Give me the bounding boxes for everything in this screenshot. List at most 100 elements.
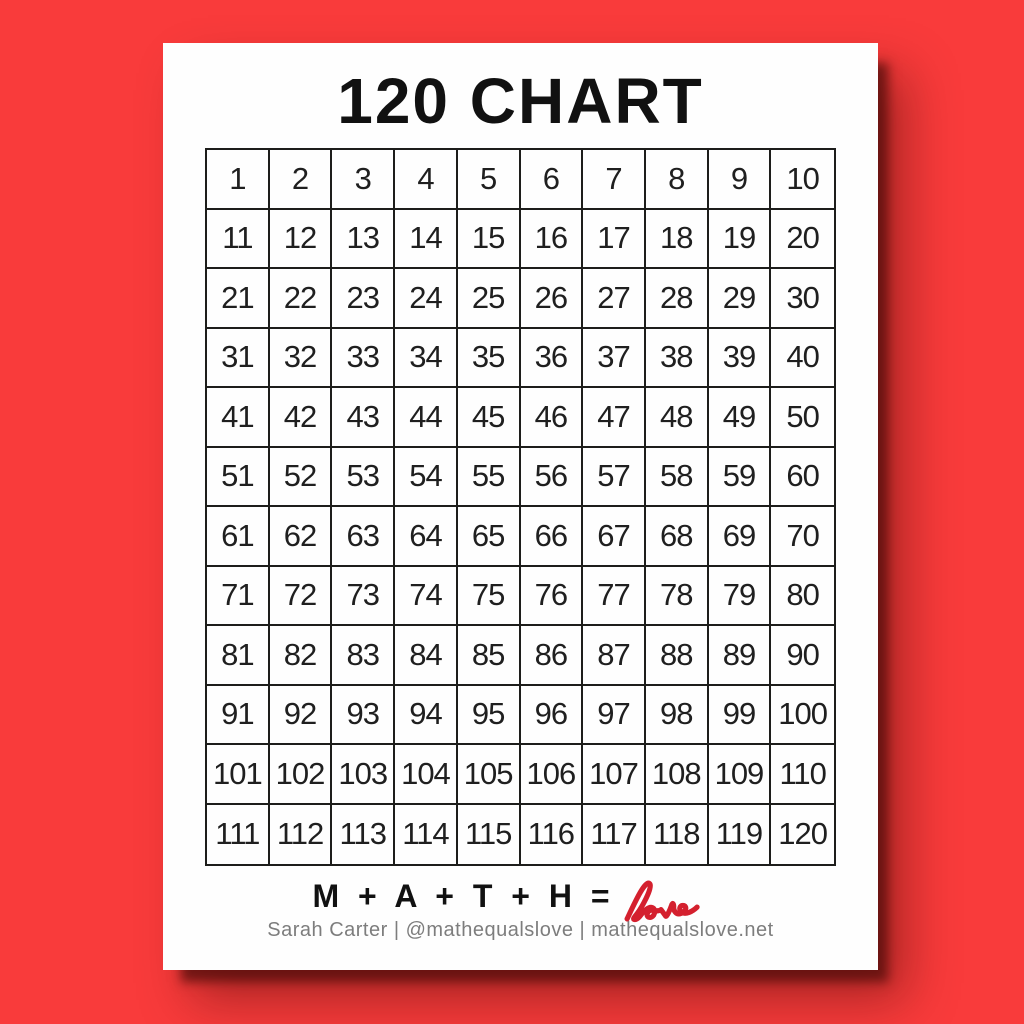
- page-title: 120 CHART: [337, 65, 704, 137]
- grid-cell: 94: [395, 685, 458, 745]
- grid-cell: 57: [583, 447, 646, 507]
- grid-cell: 65: [457, 507, 521, 567]
- grid-cell: 49: [708, 388, 772, 448]
- grid-cell: 17: [583, 209, 646, 269]
- footer: M + A + T + H = Sarah Carter | @mathequa…: [163, 871, 878, 942]
- grid-cell: 79: [708, 566, 772, 626]
- grid-cell: 28: [645, 269, 709, 329]
- love-script-word: [624, 880, 700, 923]
- grid-cell: 27: [583, 269, 646, 329]
- grid-cell: 107: [583, 745, 646, 805]
- grid-cell: 69: [708, 507, 772, 567]
- grid-cell: 26: [520, 269, 584, 329]
- grid-cell: 115: [458, 804, 521, 864]
- grid-cell: 13: [332, 209, 396, 269]
- grid-cell: 89: [708, 626, 772, 686]
- grid-cell: 91: [207, 685, 270, 745]
- grid-cell: 110: [771, 745, 834, 805]
- grid-cell: 34: [395, 328, 458, 388]
- grid-cell: 9: [708, 150, 772, 210]
- grid-cell: 66: [520, 507, 584, 567]
- grid-cell: 14: [395, 209, 458, 269]
- grid-cell: 114: [395, 804, 458, 864]
- worksheet-page: 120 CHART 1 2 3 4 5 6 7 8 9 10 11 12 13 14 15 16 17 18 19 2…: [163, 43, 878, 970]
- grid-cell: 53: [332, 447, 396, 507]
- grid-cell: 92: [269, 685, 333, 745]
- grid-cell: 29: [708, 269, 772, 329]
- grid-cell: 111: [207, 804, 270, 864]
- grid-cell: 50: [771, 388, 834, 448]
- grid-cell: 81: [207, 626, 270, 686]
- grid-cell: 22: [269, 269, 333, 329]
- grid-cell: 48: [645, 388, 709, 448]
- grid-cell: 31: [207, 328, 270, 388]
- grid-cell: 105: [457, 745, 521, 805]
- grid-cell: 36: [520, 328, 584, 388]
- attribution-line: Sarah Carter | @mathequalslove | mathequ…: [267, 919, 774, 941]
- grid-cell: 118: [646, 804, 709, 864]
- grid-cell: 38: [645, 328, 709, 388]
- grid-cell: 44: [395, 388, 458, 448]
- grid-cell: 85: [457, 626, 521, 686]
- grid-cell: 100: [771, 686, 834, 745]
- grid-cell: 11: [207, 209, 270, 269]
- grid-cell: 2: [269, 150, 333, 210]
- grid-cell: 16: [520, 209, 584, 269]
- grid-cell: 120: [778, 816, 828, 852]
- number-grid: 1 2 3 4 5 6 7 8 9 10 11 12 13 14 15 16 17 18 19 20 21 22 23 24 2…: [205, 148, 836, 866]
- grid-cell: 60: [771, 448, 834, 507]
- grid-cell: 61: [207, 507, 270, 567]
- grid-cell: 113: [332, 804, 396, 864]
- grid-cell: 63: [332, 507, 396, 567]
- grid-cell: 103: [332, 745, 396, 805]
- grid-cell: 101: [207, 745, 270, 805]
- grid-cell: 32: [269, 328, 333, 388]
- math-equals-love-logo: M + A + T + H =: [312, 871, 728, 923]
- grid-cell: 20: [771, 210, 834, 269]
- grid-cell: 46: [520, 388, 584, 448]
- grid-cell: 59: [708, 447, 772, 507]
- grid-cell: 35: [457, 328, 521, 388]
- grid-cell: 55: [457, 447, 521, 507]
- grid-cell: 70: [771, 507, 834, 567]
- grid-cell: 119: [709, 804, 772, 864]
- grid-cell: 8: [645, 150, 709, 210]
- grid-cell: 23: [332, 269, 396, 329]
- grid-cell: 42: [269, 388, 333, 448]
- grid-cell: 116: [521, 804, 584, 864]
- grid-cell: 102: [269, 745, 333, 805]
- grid-cell: 15: [457, 209, 521, 269]
- grid-cell: 54: [395, 447, 458, 507]
- grid-cell: 88: [645, 626, 709, 686]
- grid-cell: 84: [395, 626, 458, 686]
- grid-cell: 86: [520, 626, 584, 686]
- math-equation-text: M + A + T + H =: [312, 877, 615, 914]
- grid-cell: 24: [395, 269, 458, 329]
- grid-cell: 108: [645, 745, 709, 805]
- grid-cell: 117: [583, 804, 646, 864]
- grid-cell: 82: [269, 626, 333, 686]
- grid-cell: 72: [269, 566, 333, 626]
- grid-cell: 90: [771, 626, 834, 686]
- grid-cell: 73: [332, 566, 396, 626]
- grid-cell: 30: [771, 269, 834, 329]
- grid-cell: 3: [332, 150, 396, 210]
- grid-cell: 21: [207, 269, 270, 329]
- grid-cell: 97: [583, 685, 646, 745]
- grid-cell: 39: [708, 328, 772, 388]
- grid-cell: 12: [269, 209, 333, 269]
- grid-cell: 45: [457, 388, 521, 448]
- grid-cell: 25: [457, 269, 521, 329]
- grid-cell: 40: [771, 329, 834, 388]
- grid-cell: 52: [269, 447, 333, 507]
- grid-cell: 43: [332, 388, 396, 448]
- grid-cell: 112: [270, 804, 333, 864]
- grid-cell: 64: [395, 507, 458, 567]
- grid-cell: 71: [207, 566, 270, 626]
- grid-cell: 77: [583, 566, 646, 626]
- grid-cell: 93: [332, 685, 396, 745]
- grid-cell: 33: [332, 328, 396, 388]
- grid-cell: 5: [457, 150, 521, 210]
- grid-cell: 19: [708, 209, 772, 269]
- grid-cell: 6: [520, 150, 584, 210]
